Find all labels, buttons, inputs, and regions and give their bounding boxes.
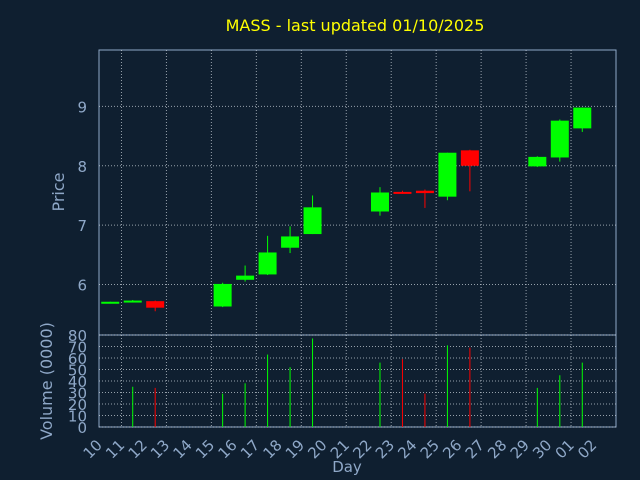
price-tick-label: 9 bbox=[77, 98, 87, 116]
candle-body bbox=[236, 275, 255, 280]
candle-body bbox=[101, 301, 120, 304]
volume-tick-label: 0 bbox=[77, 419, 87, 437]
grid-lines bbox=[99, 50, 616, 428]
volume-tick-label: 10 bbox=[68, 408, 87, 426]
candle-body bbox=[573, 107, 592, 129]
candle-body bbox=[281, 236, 300, 248]
volume-axis-label: Volume (0000) bbox=[37, 322, 56, 440]
candle-body bbox=[146, 301, 165, 308]
candle-body bbox=[438, 152, 457, 197]
volume-tick-label: 80 bbox=[68, 327, 87, 345]
candle-body bbox=[550, 120, 569, 158]
price-axis-label: Price bbox=[49, 172, 68, 211]
volume-tick-label: 30 bbox=[68, 385, 87, 403]
chart-title: MASS - last updated 01/10/2025 bbox=[226, 16, 485, 35]
volume-tick-label: 40 bbox=[68, 373, 87, 391]
candle-body bbox=[393, 191, 412, 194]
x-tick-label: 02 bbox=[574, 436, 600, 462]
candle-body bbox=[123, 300, 142, 303]
volume-bars bbox=[132, 338, 583, 427]
candle-body bbox=[303, 207, 322, 235]
candle-body bbox=[415, 190, 434, 194]
volume-tick-label: 50 bbox=[68, 362, 87, 380]
candle-body bbox=[528, 156, 547, 167]
candle-body bbox=[460, 150, 479, 166]
price-tick-label: 6 bbox=[77, 277, 87, 295]
candle-body bbox=[258, 252, 277, 275]
price-tick-label: 8 bbox=[77, 158, 87, 176]
x-axis-label: Day bbox=[332, 458, 362, 476]
price-candles bbox=[101, 107, 592, 312]
price-tick-label: 7 bbox=[77, 217, 87, 235]
volume-tick-label: 20 bbox=[68, 396, 87, 414]
volume-tick-label: 60 bbox=[68, 350, 87, 368]
price-plot-frame bbox=[98, 49, 617, 336]
axis-tick-labels: 6789010203040506070801011121314151617181… bbox=[68, 98, 600, 462]
candle-body bbox=[213, 283, 232, 307]
candle-body bbox=[370, 192, 389, 212]
volume-tick-label: 70 bbox=[68, 339, 87, 357]
